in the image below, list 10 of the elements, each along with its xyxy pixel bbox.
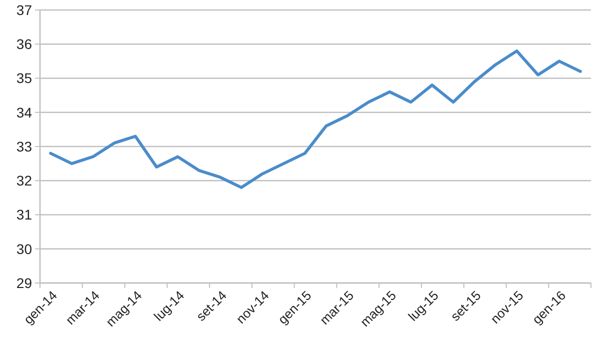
y-tick-label: 36: [16, 36, 32, 52]
y-tick-label: 35: [16, 70, 32, 86]
y-tick-label: 34: [16, 104, 32, 120]
line-series: [49, 49, 582, 189]
y-tick-label: 32: [16, 172, 32, 189]
y-tick-label: 31: [16, 206, 32, 223]
y-tick-label: 33: [16, 138, 32, 154]
y-tick-label: 29: [16, 274, 32, 291]
y-tick-label: 30: [16, 240, 32, 257]
y-tick-label: 37: [16, 2, 32, 18]
